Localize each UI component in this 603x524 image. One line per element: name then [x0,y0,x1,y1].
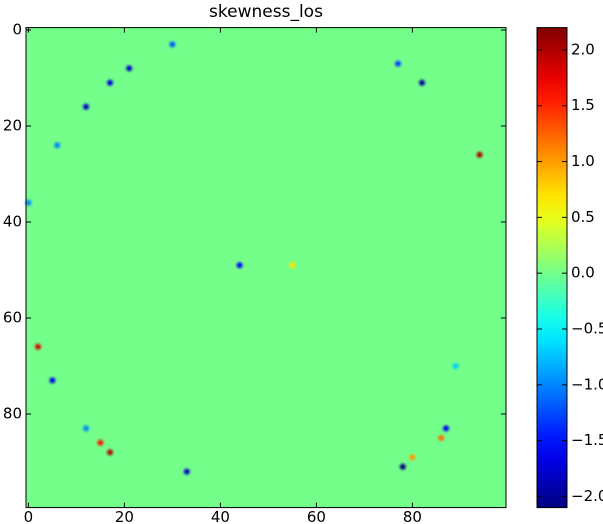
heatmap-spot [183,468,190,475]
heatmap-spot [438,435,445,441]
colorbar-tick-label: 2.0 [571,40,595,58]
x-tick-label: 80 [403,508,422,524]
heatmap-spot [395,60,401,67]
heatmap-spot [289,262,296,269]
heatmap-spot [54,142,61,149]
colorbar-tick-label: 0.0 [571,264,595,282]
colorbar-tick-label: 1.5 [571,96,595,114]
colorbar-tick-label: −1.5 [571,431,603,449]
colorbar-tick-label: 1.0 [571,152,595,170]
y-tick-label: 80 [3,405,22,423]
chart-title: skewness_los [209,2,323,22]
x-tick-label: 20 [115,508,134,524]
heatmap-spot [83,103,89,110]
heatmap-spot [476,151,483,158]
heatmap-background [26,27,506,508]
heatmap-spot [409,454,416,461]
heatmap-spot [49,377,56,384]
heatmap-spot [97,439,104,446]
heatmap-spot [443,425,449,432]
colorbar-tick-label: 0.5 [571,208,595,226]
heatmap-spot [419,79,425,86]
colorbar [536,27,568,509]
y-tick-label: 40 [3,213,22,231]
heatmap-spot [35,343,41,350]
heatmap-spot [236,262,243,269]
heatmap-spot [25,199,32,206]
x-tick-label: 60 [307,508,326,524]
y-tick-label: 60 [3,309,22,327]
heatmap-spot [169,41,176,48]
heatmap-spot [126,65,133,72]
heatmap-spot [107,79,113,86]
colorbar-tick-label: −0.5 [571,319,603,337]
y-tick-label: 0 [12,21,22,39]
x-tick-label: 40 [211,508,230,524]
plot-frame [25,27,507,509]
heatmap-spot [399,463,406,470]
colorbar-tick-label: −2.0 [571,487,603,505]
colorbar-tick-label: −1.0 [571,375,603,393]
heatmap-spot [83,425,89,432]
heatmap-spot [107,449,113,456]
x-tick-label: 0 [24,508,34,524]
y-tick-label: 20 [3,117,22,135]
heatmap-spot [452,363,459,369]
